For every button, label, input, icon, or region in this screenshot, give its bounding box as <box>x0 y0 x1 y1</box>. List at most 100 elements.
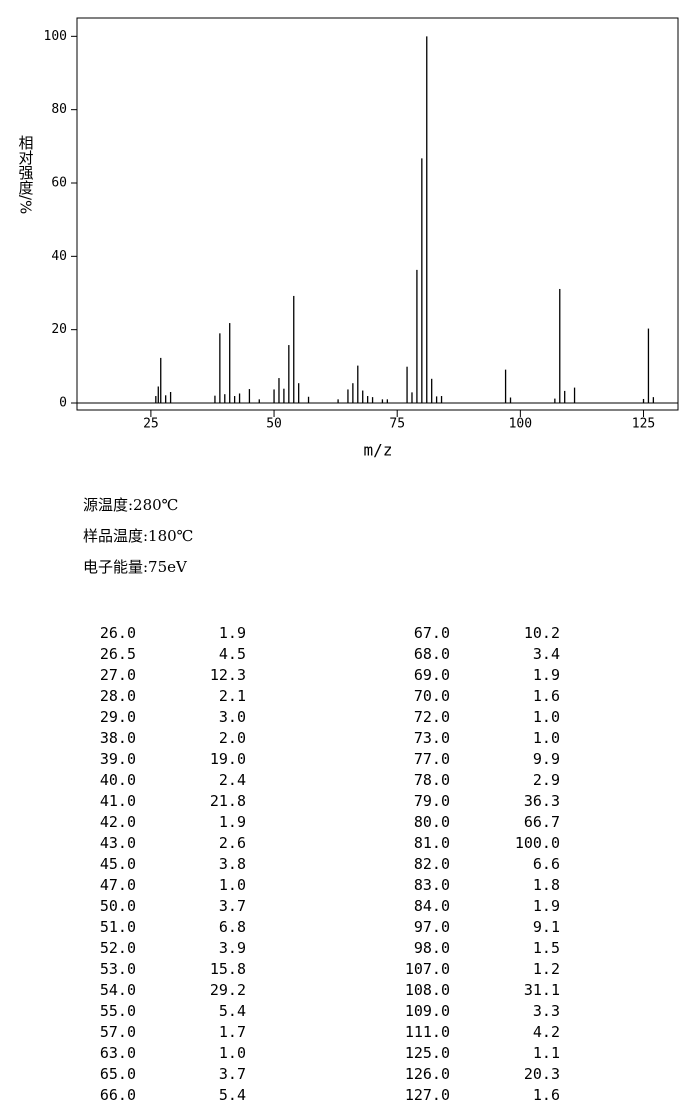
intensity-cell: 1.1 <box>532 1044 560 1062</box>
intensity-cell: 66.7 <box>523 813 560 831</box>
intensity-cell: 1.8 <box>532 876 560 894</box>
mz-cell: 68.0 <box>413 645 450 663</box>
intensity-cell: 21.8 <box>209 792 246 810</box>
mz-cell: 52.0 <box>99 939 136 957</box>
mz-cell: 54.0 <box>99 981 136 999</box>
intensity-cell: 36.3 <box>523 792 560 810</box>
x-tick-label: 75 <box>389 417 405 432</box>
intensity-cell: 2.4 <box>218 771 246 789</box>
x-axis-label: m/z <box>364 441 393 460</box>
y-tick-label: 40 <box>51 249 67 264</box>
intensity-cell: 3.7 <box>218 1065 246 1083</box>
plot-frame <box>76 17 679 411</box>
mz-cell: 108.0 <box>404 981 450 999</box>
intensity-cell: 15.8 <box>209 960 246 978</box>
mz-cell: 50.0 <box>99 897 136 915</box>
intensity-cell: 4.2 <box>532 1023 560 1041</box>
y-tick-label: 20 <box>51 322 67 337</box>
intensity-cell: 3.4 <box>532 645 560 663</box>
intensity-cell: 100.0 <box>514 834 560 852</box>
intensity-cell: 3.3 <box>532 1002 560 1020</box>
mz-cell: 69.0 <box>413 666 450 684</box>
info-line: 样品温度:180℃ <box>83 527 194 545</box>
mz-cell: 73.0 <box>413 729 450 747</box>
mz-cell: 63.0 <box>99 1044 136 1062</box>
intensity-cell: 10.2 <box>523 624 560 642</box>
intensity-cell: 19.0 <box>209 750 246 768</box>
intensity-cell: 3.0 <box>218 708 246 726</box>
mz-cell: 27.0 <box>99 666 136 684</box>
intensity-cell: 9.9 <box>532 750 560 768</box>
mz-cell: 39.0 <box>99 750 136 768</box>
mz-cell: 107.0 <box>404 960 450 978</box>
intensity-cell: 1.9 <box>218 813 246 831</box>
intensity-cell: 1.9 <box>218 624 246 642</box>
intensity-cell: 1.2 <box>532 960 560 978</box>
intensity-cell: 1.0 <box>218 1044 246 1062</box>
intensity-cell: 31.1 <box>523 981 560 999</box>
mz-cell: 81.0 <box>413 834 450 852</box>
intensity-cell: 1.0 <box>532 729 560 747</box>
intensity-cell: 1.6 <box>532 687 560 705</box>
mz-cell: 72.0 <box>413 708 450 726</box>
mz-cell: 66.0 <box>99 1086 136 1104</box>
mz-cell: 26.5 <box>99 645 136 663</box>
mz-cell: 42.0 <box>99 813 136 831</box>
mz-cell: 79.0 <box>413 792 450 810</box>
mz-cell: 51.0 <box>99 918 136 936</box>
intensity-cell: 3.7 <box>218 897 246 915</box>
intensity-cell: 3.9 <box>218 939 246 957</box>
intensity-cell: 1.0 <box>218 876 246 894</box>
mz-cell: 126.0 <box>404 1065 450 1083</box>
intensity-cell: 4.5 <box>218 645 246 663</box>
mz-cell: 57.0 <box>99 1023 136 1041</box>
mz-cell: 45.0 <box>99 855 136 873</box>
x-tick-label: 100 <box>509 417 532 432</box>
mz-cell: 55.0 <box>99 1002 136 1020</box>
intensity-cell: 1.5 <box>532 939 560 957</box>
info-line: 源温度:280℃ <box>83 496 179 514</box>
intensity-cell: 2.1 <box>218 687 246 705</box>
intensity-cell: 1.9 <box>532 666 560 684</box>
x-tick-label: 50 <box>266 417 282 432</box>
intensity-cell: 1.7 <box>218 1023 246 1041</box>
chart: m/z 相对强度/% 0 20 40 60 80 100 25 50 75 100 125 <box>17 17 679 460</box>
mz-cell: 38.0 <box>99 729 136 747</box>
intensity-cell: 9.1 <box>532 918 560 936</box>
y-tick-label: 80 <box>51 102 67 117</box>
mz-cell: 29.0 <box>99 708 136 726</box>
mz-cell: 67.0 <box>413 624 450 642</box>
intensity-cell: 2.6 <box>218 834 246 852</box>
mz-cell: 127.0 <box>404 1086 450 1104</box>
intensity-cell: 29.2 <box>209 981 246 999</box>
intensity-cell: 6.8 <box>218 918 246 936</box>
mz-cell: 78.0 <box>413 771 450 789</box>
mz-cell: 125.0 <box>404 1044 450 1062</box>
mz-cell: 28.0 <box>99 687 136 705</box>
mz-cell: 77.0 <box>413 750 450 768</box>
mz-cell: 98.0 <box>413 939 450 957</box>
mz-cell: 65.0 <box>99 1065 136 1083</box>
mz-cell: 43.0 <box>99 834 136 852</box>
info-line: 电子能量:75eV <box>83 558 187 576</box>
intensity-cell: 1.0 <box>532 708 560 726</box>
intensity-cell: 2.9 <box>532 771 560 789</box>
y-axis-label: 相对强度/% <box>17 135 35 214</box>
intensity-cell: 20.3 <box>523 1065 560 1083</box>
mz-cell: 82.0 <box>413 855 450 873</box>
mz-cell: 41.0 <box>99 792 136 810</box>
intensity-cell: 1.9 <box>532 897 560 915</box>
mz-cell: 109.0 <box>404 1002 450 1020</box>
mz-cell: 80.0 <box>413 813 450 831</box>
intensity-cell: 2.0 <box>218 729 246 747</box>
intensity-cell: 3.8 <box>218 855 246 873</box>
mz-cell: 53.0 <box>99 960 136 978</box>
mz-cell: 111.0 <box>404 1023 450 1041</box>
x-tick-label: 25 <box>143 417 159 432</box>
y-tick-label: 100 <box>44 29 67 44</box>
mz-cell: 47.0 <box>99 876 136 894</box>
y-tick-label: 0 <box>59 396 67 411</box>
mz-cell: 26.0 <box>99 624 136 642</box>
mz-cell: 84.0 <box>413 897 450 915</box>
